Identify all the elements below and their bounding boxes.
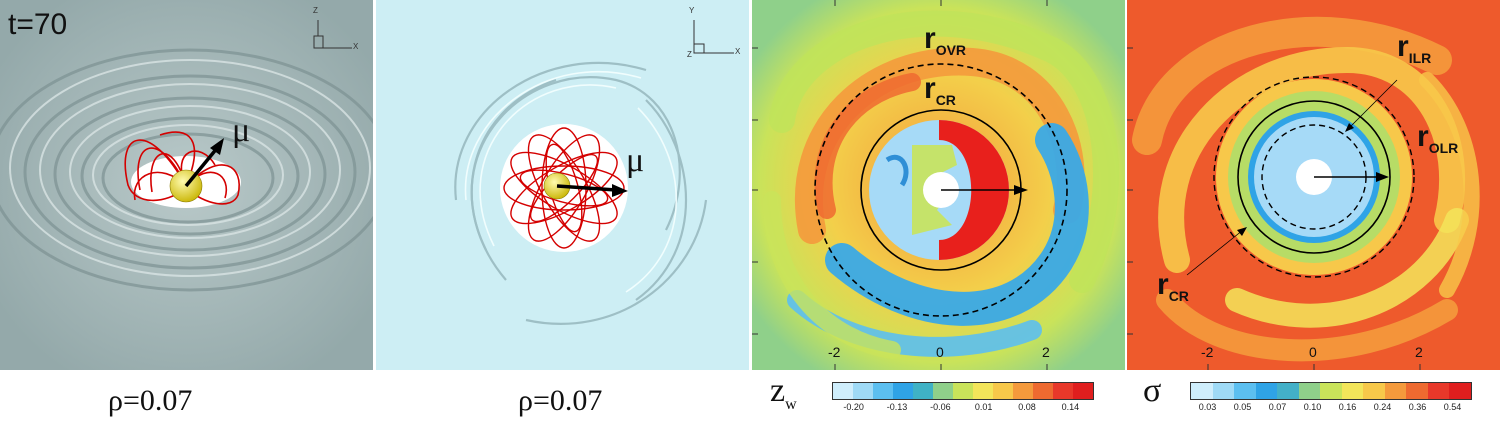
colorbar-swatch bbox=[833, 383, 853, 399]
axis-z-label: Z bbox=[687, 50, 692, 59]
sigma-map-panel: rILR rOLR rCR -2 0 2 bbox=[1127, 0, 1500, 370]
r-cr-label: rCR bbox=[924, 72, 956, 108]
warp-map-panel: rOVR rCR -2 0 2 bbox=[752, 0, 1125, 370]
tick-x-2: 2 bbox=[1415, 344, 1423, 360]
colorbar-swatch bbox=[1341, 383, 1364, 399]
density-surface-oblique-panel: t=70 μ Z X bbox=[0, 0, 373, 370]
caption-rho-2: ρ=0.07 bbox=[518, 384, 603, 417]
zw-symbol: zw bbox=[770, 372, 797, 413]
colorbar-tick-label: -0.20 bbox=[843, 402, 864, 412]
axis-y-label: Y bbox=[689, 6, 695, 15]
colorbar-tick-label: -0.13 bbox=[886, 402, 908, 412]
colorbar-tick-label: 0.24 bbox=[1373, 402, 1392, 412]
colorbar-swatch bbox=[853, 383, 873, 399]
colorbar-swatch bbox=[933, 383, 953, 399]
colorbar-swatch bbox=[1363, 383, 1385, 399]
axis-x-label: X bbox=[735, 47, 741, 56]
colorbar-swatch bbox=[1053, 383, 1073, 399]
colorbar-tick-label: 0.07 bbox=[1268, 402, 1287, 412]
colorbar-swatch bbox=[1384, 383, 1407, 399]
tick-x-0: 0 bbox=[936, 344, 944, 360]
colorbar-swatch bbox=[953, 383, 973, 399]
mu-label: μ bbox=[626, 142, 645, 179]
axis-x-label: X bbox=[353, 42, 359, 51]
tick-x-2: 2 bbox=[1042, 344, 1050, 360]
colorbar-swatch bbox=[1033, 383, 1053, 399]
colorbar-swatch bbox=[1191, 383, 1213, 399]
tick-x-neg2: -2 bbox=[828, 344, 841, 360]
colorbar-tick-label: 0.08 bbox=[1018, 402, 1036, 412]
colorbar-swatch bbox=[1449, 383, 1471, 399]
colorbar-swatch bbox=[973, 383, 993, 399]
colorbar-swatch bbox=[893, 383, 913, 399]
colorbar-tick-label: 0.54 bbox=[1443, 402, 1462, 412]
colorbar-tick-label: 0.16 bbox=[1338, 402, 1357, 412]
colorbar-swatch bbox=[1234, 383, 1256, 399]
colorbar-tick-label: 0.36 bbox=[1408, 402, 1427, 412]
density-surface-top-image bbox=[376, 0, 749, 370]
colorbar-tick-label: -0.06 bbox=[930, 402, 951, 412]
tick-x-0: 0 bbox=[1309, 344, 1317, 360]
colorbar-swatch bbox=[1427, 383, 1450, 399]
mu-label: μ bbox=[232, 112, 251, 149]
colorbar-tick-label: 0.03 bbox=[1198, 402, 1217, 412]
warp-map-image bbox=[752, 0, 1125, 370]
r-ovr-label: rOVR bbox=[924, 22, 967, 58]
r-ilr-label: rILR bbox=[1397, 30, 1432, 66]
colorbar-tick-label: 0.01 bbox=[974, 402, 993, 412]
tick-x-neg2: -2 bbox=[1201, 344, 1214, 360]
colorbar-swatch bbox=[993, 383, 1013, 399]
time-label: t=70 bbox=[8, 8, 68, 41]
colorbar-swatch bbox=[873, 383, 893, 399]
sigma-map-image bbox=[1127, 0, 1500, 370]
caption-rho-1: ρ=0.07 bbox=[108, 384, 193, 417]
density-surface-top-panel: μ Y X Z bbox=[376, 0, 749, 370]
colorbar-swatch bbox=[1073, 383, 1093, 399]
r-olr-label: rOLR bbox=[1417, 120, 1459, 156]
colorbar-tick-label: 0.05 bbox=[1233, 402, 1252, 412]
colorbar-swatch bbox=[1298, 383, 1321, 399]
zw-colorbar bbox=[832, 382, 1094, 400]
colorbar-tick-label: 0.10 bbox=[1303, 402, 1322, 412]
sigma-colorbar bbox=[1190, 382, 1472, 400]
density-surface-oblique-image bbox=[0, 0, 373, 370]
colorbar-swatch bbox=[913, 383, 933, 399]
colorbar-swatch bbox=[1255, 383, 1278, 399]
colorbar-swatch bbox=[1212, 383, 1235, 399]
colorbar-swatch bbox=[1406, 383, 1428, 399]
colorbar-swatch bbox=[1277, 383, 1299, 399]
colorbar-swatch bbox=[1013, 383, 1033, 399]
axis-z-label: Z bbox=[313, 6, 318, 15]
colorbar-tick-label: 0.14 bbox=[1061, 402, 1080, 412]
colorbar-swatch bbox=[1320, 383, 1342, 399]
r-cr-label: rCR bbox=[1157, 268, 1189, 304]
sigma-symbol: σ bbox=[1143, 372, 1162, 409]
